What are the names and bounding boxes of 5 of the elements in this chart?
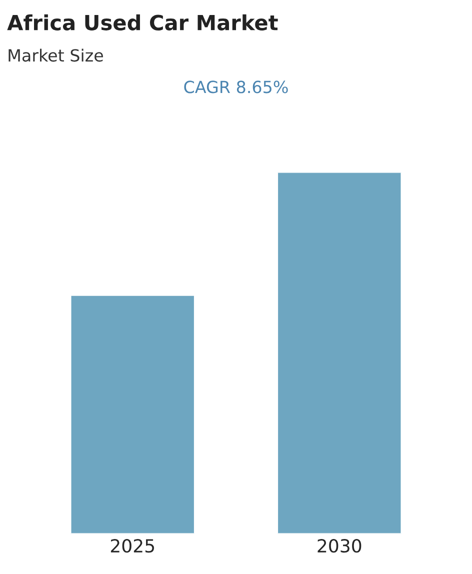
chart-title: Africa Used Car Market bbox=[7, 14, 278, 30]
chart-subtitle: Market Size bbox=[8, 48, 103, 62]
x-tick-label: 2025 bbox=[110, 539, 154, 553]
text: CAGR 8.65% bbox=[184, 80, 288, 94]
x-tick-label: 2030 bbox=[318, 539, 362, 553]
